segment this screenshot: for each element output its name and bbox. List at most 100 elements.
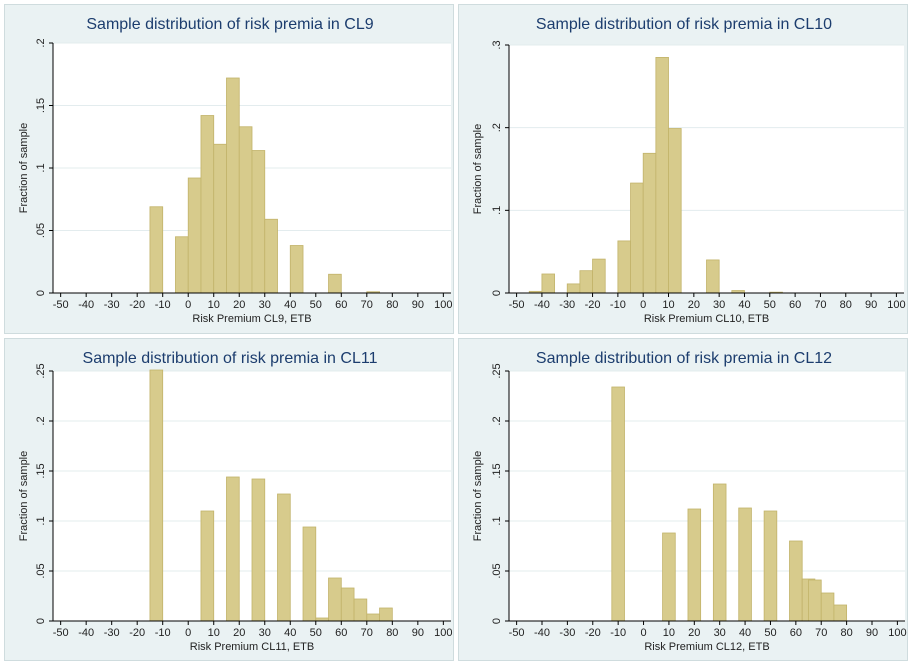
- chart-3-x-tick-label: 60: [790, 627, 802, 639]
- chart-0-y-tick-label: .05: [35, 223, 47, 238]
- chart-2-title: Sample distribution of risk premia in CL…: [83, 350, 378, 367]
- chart-0-x-tick-label: -40: [78, 299, 94, 311]
- chart-1-x-tick-label: 100: [887, 299, 905, 311]
- chart-2-x-tick-label: 20: [233, 627, 245, 639]
- chart-0-x-tick-label: 80: [386, 299, 398, 311]
- chart-2-bar: [277, 493, 291, 622]
- chart-2-bar: [200, 510, 215, 622]
- chart-1-x-tick-label: 0: [640, 299, 646, 311]
- chart-3-x-tick-label: 50: [764, 627, 776, 639]
- chart-3-x-tick-label: 100: [888, 627, 906, 639]
- chart-1-x-tick-label: 40: [738, 299, 750, 311]
- chart-0-title: Sample distribution of risk premia in CL…: [86, 16, 373, 33]
- chart-1-x-tick-label: 60: [789, 299, 801, 311]
- chart-2-y-tick-label: .15: [35, 463, 47, 478]
- chart-3-bar: [789, 540, 803, 622]
- chart-2-y-tick-label: .25: [35, 363, 47, 378]
- chart-0-bar: [251, 150, 266, 294]
- chart-0-x-tick-label: -30: [104, 299, 120, 311]
- chart-2-x-tick-label: 0: [185, 627, 191, 639]
- chart-1-x-tick-label: 10: [662, 299, 674, 311]
- chart-0-x-tick-label: 60: [335, 299, 347, 311]
- chart-1-bar: [566, 283, 581, 294]
- chart-0-x-tick-label: -20: [129, 299, 145, 311]
- chart-0-x-tick-label: 70: [361, 299, 373, 311]
- chart-2-bar: [251, 478, 266, 622]
- chart-3-bar: [738, 507, 752, 622]
- chart-3-x-tick-label: 90: [866, 627, 878, 639]
- chart-2-bar: [353, 598, 368, 622]
- chart-svg-cl10: -50 -40 -30 -20 -10 0 10 20 30 40 50 60 70 80 90 100 0 .1…: [472, 16, 906, 325]
- chart-3-bar: [833, 604, 848, 622]
- chart-1-x-tick-label: -50: [509, 299, 525, 311]
- chart-3-y-tick-label: .05: [491, 563, 503, 578]
- chart-2-x-tick-label: -20: [129, 627, 145, 639]
- chart-2-bar: [379, 607, 393, 622]
- chart-3-x-tick-label: -10: [610, 627, 626, 639]
- chart-1-x-tick-label: -10: [610, 299, 626, 311]
- chart-3-x-tick-label: -40: [534, 627, 550, 639]
- chart-3-x-axis-label: Risk Premium CL12, ETB: [644, 641, 769, 653]
- chart-3-bar: [820, 592, 835, 622]
- chart-2-y-axis-label: Fraction of sample: [18, 451, 30, 541]
- chart-3-y-tick-label: .15: [491, 463, 503, 478]
- chart-0-x-tick-label: 50: [310, 299, 322, 311]
- chart-svg-cl9: -50 -40 -30 -20 -10 0 10 20 30 40 50 60 70 80 90 100 0 .0…: [18, 16, 453, 325]
- chart-svg-cl11: -50 -40 -30 -20 -10 0 10 20 30 40 50 60 70 80 90 100 0 .0…: [18, 350, 453, 653]
- chart-0-x-tick-label: 0: [185, 299, 191, 311]
- chart-1-bar: [668, 128, 682, 294]
- chart-2-x-tick-label: 10: [208, 627, 220, 639]
- chart-1-x-tick-label: 70: [814, 299, 826, 311]
- chart-0-x-tick-label: 10: [208, 299, 220, 311]
- chart-3-x-tick-label: 0: [640, 627, 646, 639]
- chart-2-bar: [328, 577, 342, 622]
- chart-3-bar: [808, 579, 822, 622]
- chart-2-x-tick-label: 80: [386, 627, 398, 639]
- chart-1-y-tick-label: .2: [491, 123, 503, 132]
- chart-2-bar: [366, 613, 380, 622]
- chart-1-x-tick-label: 20: [688, 299, 700, 311]
- chart-0-x-tick-label: 100: [434, 299, 452, 311]
- chart-0-y-tick-label: .15: [35, 98, 47, 113]
- chart-0-y-axis-label: Fraction of sample: [18, 123, 30, 213]
- chart-0-bar: [213, 143, 227, 294]
- chart-3-x-tick-label: -30: [559, 627, 575, 639]
- chart-0-bar: [289, 245, 304, 294]
- chart-2-x-tick-label: 60: [335, 627, 347, 639]
- chart-3-x-tick-label: 40: [739, 627, 751, 639]
- chart-2-x-tick-label: -10: [155, 627, 171, 639]
- chart-1-y-tick-label: .3: [491, 40, 503, 49]
- chart-2-bar: [340, 587, 355, 622]
- chart-0-y-tick-label: .1: [35, 163, 47, 172]
- chart-3-bar: [763, 510, 778, 622]
- chart-1-bar: [706, 259, 720, 294]
- chart-1-y-tick-label: 0: [491, 290, 503, 296]
- chart-3-x-tick-label: 70: [815, 627, 827, 639]
- chart-2-y-tick-label: .2: [35, 416, 47, 425]
- chart-0-bar: [187, 177, 202, 294]
- chart-2-y-tick-label: 0: [35, 618, 47, 624]
- chart-3-x-tick-label: 20: [688, 627, 700, 639]
- chart-3-x-tick-label: -20: [585, 627, 601, 639]
- chart-2-x-axis-label: Risk Premium CL11, ETB: [190, 641, 315, 653]
- chart-2-x-tick-label: 50: [310, 627, 322, 639]
- chart-0-y-tick-label: 0: [35, 290, 47, 296]
- chart-1-y-tick-label: .1: [491, 206, 503, 215]
- chart-1-title: Sample distribution of risk premia in CL…: [536, 16, 832, 33]
- chart-0-bar: [175, 236, 189, 294]
- chart-2-y-tick-label: .05: [35, 563, 47, 578]
- chart-1-x-tick-label: 30: [713, 299, 725, 311]
- chart-1-x-tick-label: 50: [764, 299, 776, 311]
- chart-1-bar: [655, 57, 669, 294]
- chart-0-bar: [328, 273, 342, 294]
- chart-0-x-tick-label: 90: [412, 299, 424, 311]
- chart-2-x-tick-label: -50: [53, 627, 69, 639]
- chart-3-y-tick-label: 0: [491, 618, 503, 624]
- chart-1-bar: [642, 152, 657, 294]
- chart-3-bar: [662, 532, 676, 622]
- chart-1-bar: [617, 240, 631, 294]
- chart-2-x-tick-label: 100: [434, 627, 452, 639]
- chart-2-x-tick-label: -40: [78, 627, 94, 639]
- chart-3-x-tick-label: -50: [509, 627, 525, 639]
